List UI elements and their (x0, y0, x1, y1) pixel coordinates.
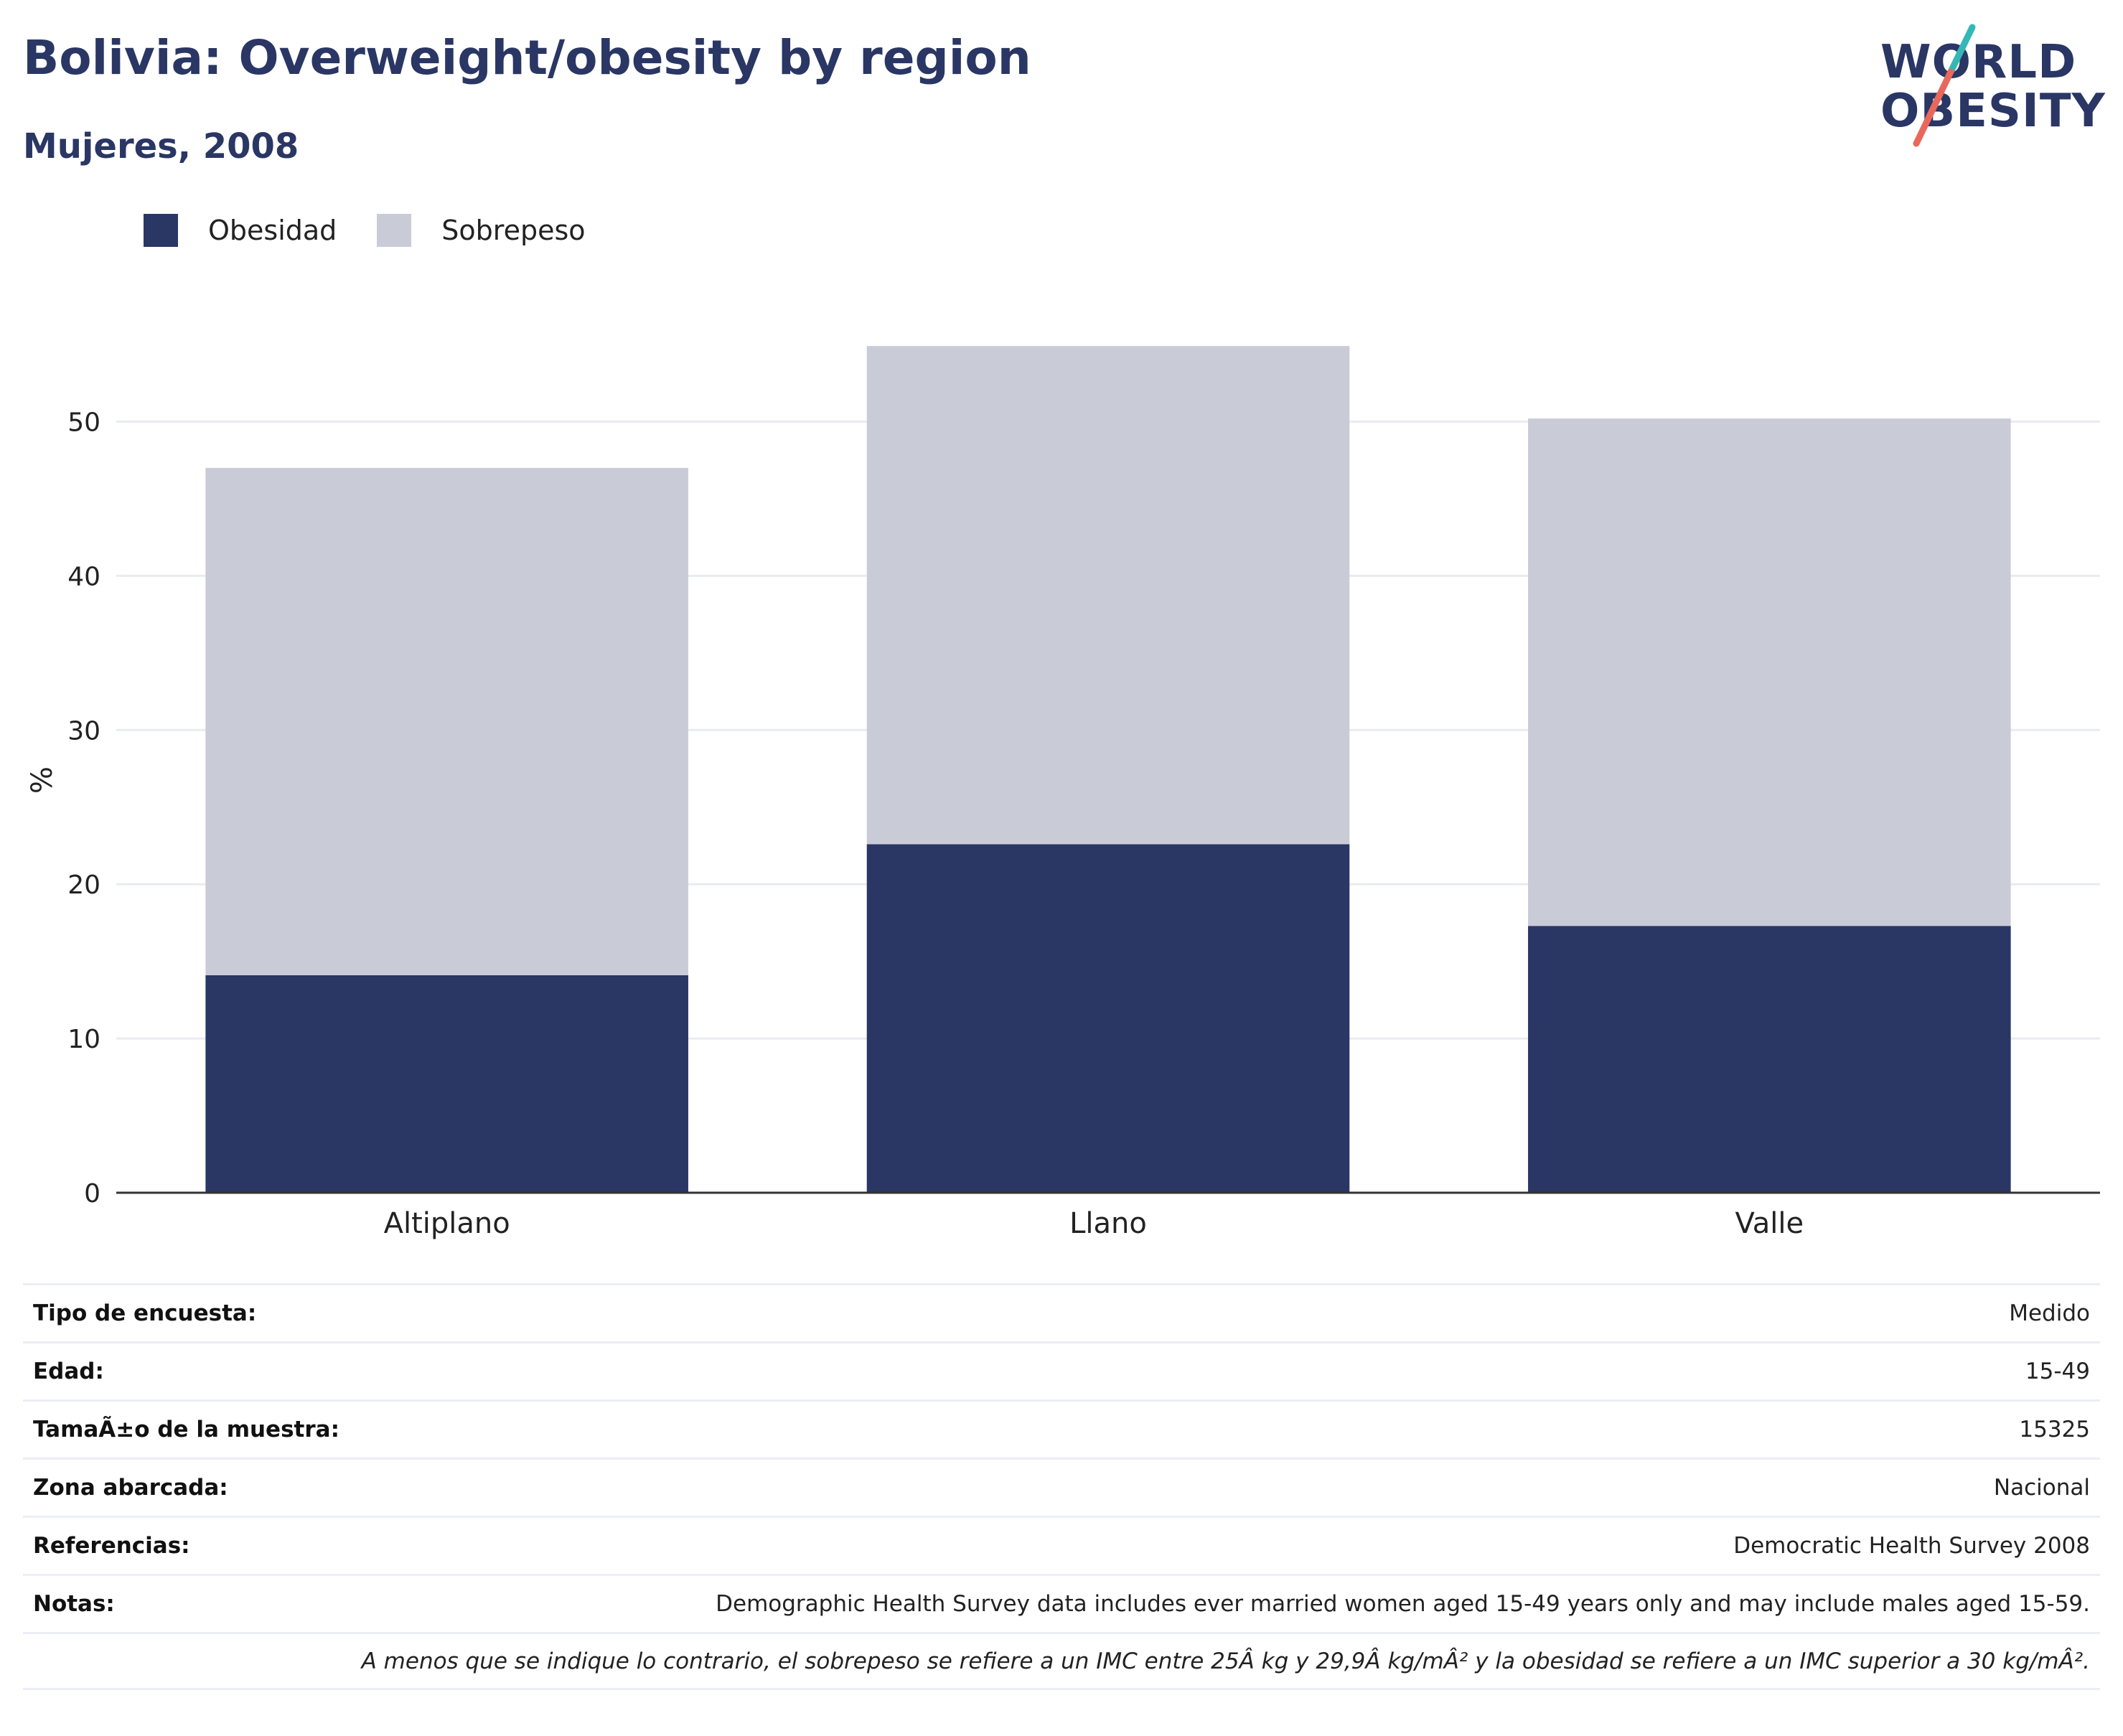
info-label: Notas: (33, 1591, 115, 1617)
x-tick-label: Altiplano (384, 1207, 510, 1240)
logo-line-1: WORLD (1880, 36, 2077, 89)
logo-line-2: OBESITY (1880, 85, 2106, 138)
info-row-edad: Edad: 15-49 (23, 1341, 2100, 1399)
info-value: Nacional (1993, 1475, 2090, 1501)
page-subtitle: Mujeres, 2008 (23, 126, 299, 166)
info-label: Edad: (33, 1359, 104, 1384)
y-tick-label: 40 (67, 562, 100, 591)
legend-swatch-sobrepeso (377, 214, 412, 247)
info-row-notas: Notas: Demographic Health Survey data in… (23, 1574, 2100, 1632)
info-row-zona: Zona abarcada: Nacional (23, 1458, 2100, 1516)
info-label: TamaÃ±o de la muestra: (33, 1417, 339, 1442)
legend-label-sobrepeso: Sobrepeso (441, 215, 586, 246)
y-tick-label: 50 (67, 408, 100, 437)
y-tick-label: 30 (67, 716, 100, 746)
world-obesity-logo: WORLD OBESITY (1866, 22, 2110, 151)
bar-sobrepeso-altiplano (205, 467, 688, 975)
legend-swatch-obesidad (144, 214, 178, 247)
legend-label-obesidad: Obesidad (208, 215, 337, 246)
info-value: Demographic Health Survey data includes … (716, 1591, 2090, 1617)
info-label: Zona abarcada: (33, 1475, 228, 1501)
x-tick-label: Valle (1735, 1207, 1804, 1240)
info-value: Democratic Health Survey 2008 (1733, 1533, 2090, 1559)
y-tick-label: 20 (67, 871, 100, 900)
info-row-tipo: Tipo de encuesta: Medido (23, 1283, 2100, 1341)
info-table: Tipo de encuesta: Medido Edad: 15-49 Tam… (23, 1283, 2100, 1690)
y-tick-label: 10 (67, 1025, 100, 1054)
info-row-referencias: Referencias: Democratic Health Survey 20… (23, 1516, 2100, 1574)
bar-obesidad-llano (866, 844, 1350, 1193)
info-row-muestra: TamaÃ±o de la muestra: 15325 (23, 1399, 2100, 1458)
info-value: Medido (2009, 1300, 2090, 1326)
bar-sobrepeso-valle (1528, 418, 2011, 926)
legend-item-sobrepeso[interactable]: Sobrepeso (377, 214, 586, 247)
footnote: A menos que se indique lo contrario, el … (23, 1632, 2100, 1690)
bar-sobrepeso-llano (866, 346, 1350, 845)
info-label: Tipo de encuesta: (33, 1300, 257, 1326)
page-title: Bolivia: Overweight/obesity by region (23, 30, 1031, 85)
bar-obesidad-altiplano (205, 975, 688, 1193)
bar-obesidad-valle (1528, 926, 2011, 1193)
x-tick-label: Llano (1069, 1207, 1147, 1240)
bar-chart: 0 10 20 30 40 50% Altiplano Llano Valle (26, 346, 2100, 1240)
legend: Obesidad Sobrepeso (144, 214, 626, 247)
info-value: 15325 (2019, 1417, 2090, 1442)
y-axis-label: % (26, 766, 59, 794)
info-label: Referencias: (33, 1533, 190, 1559)
legend-item-obesidad[interactable]: Obesidad (144, 214, 337, 247)
info-value: 15-49 (2025, 1359, 2090, 1384)
logo-slash-icon (1913, 24, 1976, 147)
y-tick-label: 0 (84, 1179, 100, 1209)
